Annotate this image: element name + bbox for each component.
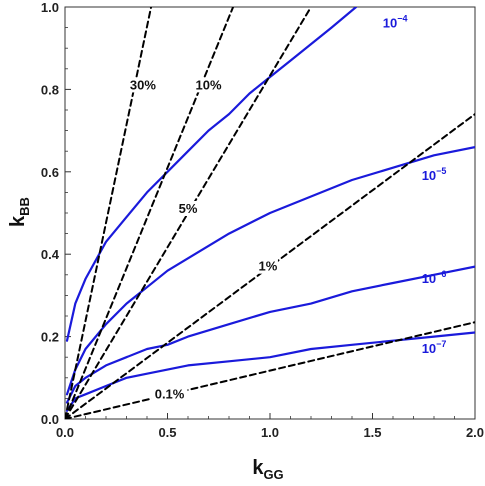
- curve-label-base: 10: [383, 16, 397, 31]
- percent-label: 10%: [195, 77, 221, 92]
- percent-label: 5%: [179, 201, 198, 216]
- curve-label-exponent: −6: [436, 269, 446, 279]
- pct-label-bg: [257, 258, 278, 274]
- pct-label-bg: [178, 201, 198, 216]
- curve-label-base: 10: [422, 341, 436, 356]
- x-axis-title: kGG: [252, 457, 283, 482]
- curve-label: 10−6: [422, 269, 447, 286]
- contour-line-minus7: [65, 331, 475, 412]
- pct-label-bg: [194, 77, 223, 93]
- curve-label: 10−7: [422, 339, 447, 356]
- ticks: 0.0 0.5 1.0 1.5 2.0 0.0 0.2 0.4 0.6 0.8 1.0: [41, 0, 484, 440]
- pct-label-bg: [151, 386, 188, 402]
- y-axis-title: kBB: [7, 197, 32, 227]
- y-tick-label: 1.0: [41, 0, 59, 15]
- curve-label: 10−4: [383, 14, 408, 31]
- x-tick-label: 0.5: [158, 425, 176, 440]
- y-axis-title-main: k: [7, 215, 29, 227]
- reference-line-30pct: [65, 7, 153, 419]
- percent-label: 30%: [130, 77, 156, 92]
- y-tick-label: 0.2: [41, 330, 59, 345]
- curve-label-exponent: −5: [436, 166, 446, 176]
- x-tick-label: 2.0: [466, 425, 484, 440]
- percent-label: 1%: [259, 259, 278, 274]
- contour-line-minus5: [65, 146, 475, 396]
- x-tick-label: 1.0: [261, 425, 279, 440]
- y-axis-title-sub: BB: [17, 197, 32, 216]
- x-tick-label: 0.0: [56, 425, 74, 440]
- reference-line-0_1pct: [65, 321, 475, 419]
- curve-label-base: 10: [422, 271, 436, 286]
- reference-line-10pct: [65, 7, 235, 419]
- curve-label-exponent: −7: [436, 339, 446, 349]
- contour-line-minus4: [65, 7, 358, 342]
- y-tick-label: 0.6: [41, 165, 59, 180]
- curve-label: 10−5: [422, 166, 447, 183]
- x-axis-title-sub: GG: [263, 467, 283, 482]
- y-tick-label: 0.0: [41, 412, 59, 427]
- x-axis-title-main: k: [252, 457, 264, 479]
- labels-layer: 10−410−510−610−730% 10%5%1%0.1%: [128, 14, 447, 402]
- contour-line-minus6: [65, 265, 475, 404]
- percent-label: 0.1%: [155, 386, 185, 401]
- y-tick-label: 0.4: [41, 247, 60, 262]
- y-tick-label: 0.8: [41, 82, 59, 97]
- x-tick-label: 1.5: [363, 425, 381, 440]
- series-layer: [65, 7, 475, 419]
- curve-label-base: 10: [422, 168, 436, 183]
- curve-label-exponent: −4: [397, 14, 407, 24]
- pct-label-bg: [128, 77, 157, 93]
